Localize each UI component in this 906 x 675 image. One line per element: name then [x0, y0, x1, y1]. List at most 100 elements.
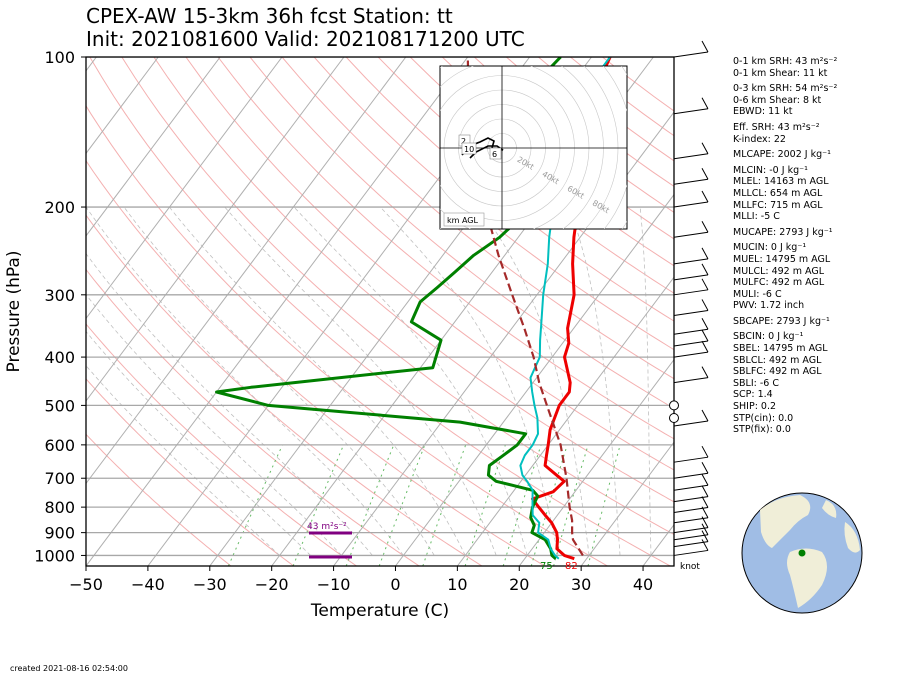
dry-adiabat [249, 57, 674, 410]
isotherm [86, 57, 159, 155]
dry-adiabat [86, 214, 483, 566]
x-tick-label: −40 [131, 575, 165, 594]
temperature-profile [531, 57, 612, 561]
index-line: SBCAPE: 2793 J kg⁻¹ [733, 315, 830, 327]
dry-adiabat [153, 57, 674, 503]
index-line: K-index: 22 [733, 133, 786, 145]
wind-barb-flag [701, 97, 709, 110]
index-line: SBLCL: 492 m AGL [733, 354, 822, 366]
wind-barb-staff [673, 377, 709, 384]
hodograph-legend-box [443, 212, 485, 227]
dry-adiabat [86, 323, 357, 566]
isotherm [518, 358, 674, 566]
wind-barb-flag [701, 221, 709, 233]
wind-barb-flag [701, 530, 709, 542]
x-tick-label: 20 [509, 575, 529, 594]
index-line: MULCL: 492 m AGL [733, 265, 825, 277]
isotherm [580, 441, 674, 566]
mixing-ratio-line [292, 444, 345, 566]
isotherm [86, 57, 221, 237]
srh-indicator: 43 m²s⁻² [307, 522, 352, 559]
index-line: MUCAPE: 2793 J kg⁻¹ [733, 226, 833, 238]
isobars [86, 57, 674, 557]
dry-adiabat [377, 57, 674, 294]
index-line: 0-6 km Shear: 8 kt [733, 94, 822, 106]
isotherm [86, 57, 283, 320]
wind-barb-flag [701, 40, 709, 53]
wind-barb-flag [701, 445, 709, 458]
dry-adiabat [86, 378, 294, 566]
index-line: MULFC: 492 m AGL [733, 277, 825, 289]
x-tick-label: 10 [447, 575, 467, 594]
index-line: MLLCL: 654 m AGL [733, 187, 823, 199]
wind-barb-staff [673, 258, 709, 265]
hodograph-label-10: 10 [464, 145, 474, 154]
wind-barb-staff [673, 472, 709, 479]
globe-land-africa [844, 522, 860, 553]
wind-barb-staff [673, 456, 709, 463]
index-line: EBWD: 11 kt [733, 106, 793, 118]
wind-barb-staff [673, 274, 709, 281]
wind-barb-flag [701, 366, 709, 378]
wind-barb-staff [673, 108, 709, 115]
wind-barb-staff [673, 153, 709, 160]
surface-dewpoint-label: 75 [540, 561, 553, 572]
surface-temperature-label: 82 [565, 561, 578, 572]
dry-adiabat [86, 104, 608, 566]
chart-title: CPEX-AW 15-3km 36h fcst Station: tt [86, 4, 453, 28]
mixing-ratio-line [422, 444, 467, 566]
moist-adiabat [568, 206, 621, 556]
y-tick-label: 400 [44, 348, 75, 367]
wind-barb-flag [701, 461, 709, 474]
index-line: SBEL: 14795 m AGL [733, 343, 828, 355]
plot-frame [85, 56, 675, 567]
wind-barb-staff [673, 527, 709, 534]
wind-barb-flag [701, 485, 709, 497]
wind-barb-flag [701, 516, 709, 528]
index-line: SBLFC: 492 m AGL [733, 366, 822, 378]
mixing-ratio-line [553, 444, 589, 566]
wind-barb-flag [701, 340, 709, 353]
station-marker [798, 549, 806, 557]
axes: −50 −40 −30 −20 −10 0 10 20 30 40 100 200 300 400 500 6… [4, 48, 653, 621]
y-tick-label: 100 [44, 48, 75, 67]
hodograph-label-box [489, 147, 502, 160]
created-timestamp: created 2021-08-16 02:54:00 [10, 664, 128, 673]
y-tick-label: 300 [44, 286, 75, 305]
dry-adiabat [86, 433, 232, 566]
wind-barb-flag [701, 299, 709, 311]
chart-subtitle: Init: 2021081600 Valid: 202108171200 UTC [86, 27, 525, 51]
dry-adiabat [185, 57, 674, 471]
index-line: MUEL: 14795 m AGL [733, 253, 831, 265]
calm-wind-circle [669, 400, 679, 411]
hodograph-label-box [461, 142, 477, 155]
y-axis-label: Pressure (hPa) [4, 251, 24, 373]
wind-barb-flag [701, 506, 709, 519]
mixing-ratio-line [345, 444, 395, 566]
wind-barb-flag [701, 190, 709, 203]
index-line: 0-1 km SRH: 43 m²s⁻² [733, 56, 838, 67]
moist-adiabat [478, 206, 590, 556]
x-tick-label: −20 [255, 575, 289, 594]
moist-adiabat [639, 206, 652, 556]
mixing-ratio-line [587, 444, 621, 566]
hodograph-legend: km AGL [447, 216, 479, 225]
y-tick-label: 500 [44, 396, 75, 415]
index-line: MLEL: 14163 m AGL [733, 176, 829, 188]
wind-barb-flag [701, 496, 709, 508]
isotherm [86, 57, 407, 485]
globe-land-north-america [760, 495, 811, 548]
y-tick-label: 900 [44, 524, 75, 543]
wind-barb-flag [701, 167, 709, 180]
isotherm [456, 276, 674, 566]
wind-barb-flag [701, 142, 709, 154]
index-line: SCP: 1.4 [733, 389, 773, 401]
index-line: STP(fix): 0.0 [733, 424, 791, 436]
y-tick-label: 600 [44, 436, 75, 455]
index-line: SBCIN: 0 J kg⁻¹ [733, 331, 804, 343]
isotherm [86, 57, 469, 566]
y-tick-label: 1000 [34, 546, 75, 565]
index-line: MLLFC: 715 m AGL [733, 199, 823, 211]
wind-barb-flag [701, 474, 709, 486]
